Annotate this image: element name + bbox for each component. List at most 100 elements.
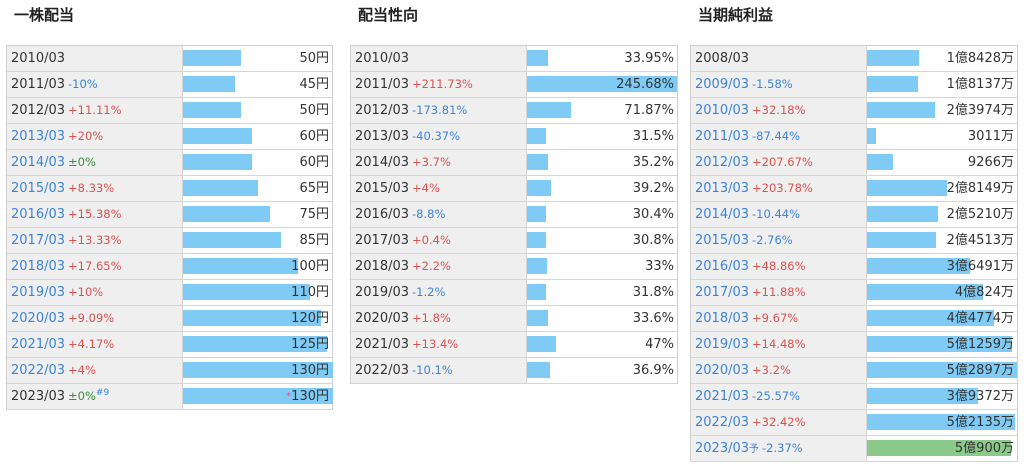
fiscal-year[interactable]: 2019/03 — [11, 285, 66, 300]
value-text: 75円 — [299, 207, 329, 222]
row-label: 2011/03 -87.44% — [691, 124, 867, 149]
value-text: 4億824万 — [954, 285, 1014, 300]
row-value: 5億2897万 — [947, 358, 1014, 383]
row-label: 2018/03 +17.65% — [7, 254, 183, 279]
value-bar — [527, 206, 546, 222]
row-label: 2020/03 +3.2% — [691, 358, 867, 383]
table-row: 2016/03 +48.86% 3億6491万 — [691, 254, 1017, 280]
value-text: 31.5% — [632, 129, 674, 144]
value-bar — [867, 154, 893, 170]
value-bar — [527, 50, 548, 66]
table-row: 2019/03 +10% 110円 — [7, 280, 332, 306]
table-row: 2010/03 50円 — [7, 46, 332, 72]
table-row: 2015/03 +8.33% 65円 — [7, 176, 332, 202]
row-value: 33% — [645, 254, 674, 279]
fiscal-year: 2021/03 — [355, 337, 410, 352]
fiscal-year[interactable]: 2017/03 — [695, 285, 750, 300]
value-text: 50円 — [299, 51, 329, 66]
fiscal-year: 2011/03 — [355, 77, 410, 92]
fiscal-year: 2011/03 — [11, 77, 66, 92]
value-text: 5億2135万 — [946, 415, 1014, 430]
value-bar — [527, 258, 547, 274]
row-value: 50円 — [299, 98, 329, 123]
fiscal-year[interactable]: 2019/03 — [695, 337, 750, 352]
fiscal-year[interactable]: 2013/03 — [695, 181, 750, 196]
change-rate: +32.18% — [752, 103, 806, 117]
value-bar — [867, 50, 919, 66]
value-text: 4億4774万 — [946, 311, 1014, 326]
row-value: 245.68% — [616, 72, 674, 97]
value-bar — [867, 284, 983, 300]
table-row: 2016/03 +15.38% 75円 — [7, 202, 332, 228]
value-text: 39.2% — [632, 181, 674, 196]
change-rate: +4% — [412, 181, 440, 195]
row-value: 120円 — [291, 306, 329, 331]
fiscal-year[interactable]: 2014/03 — [11, 155, 66, 170]
table-row: 2023/03予 -2.37% 5億900万 — [691, 436, 1017, 462]
fiscal-year[interactable]: 2022/03 — [11, 363, 66, 378]
row-label: 2021/03 -25.57% — [691, 384, 867, 409]
table-row: 2022/03 -10.1% 36.9% — [351, 358, 677, 384]
value-text: 50円 — [299, 103, 329, 118]
fiscal-year: 2015/03 — [355, 181, 410, 196]
fiscal-year[interactable]: 2009/03 — [695, 77, 750, 92]
value-bar — [867, 388, 978, 404]
row-label: 2013/03 -40.37% — [351, 124, 527, 149]
value-text: 85円 — [299, 233, 329, 248]
row-label: 2010/03 — [7, 46, 183, 71]
fiscal-year[interactable]: 2022/03 — [695, 415, 750, 430]
value-text: 110円 — [291, 285, 329, 300]
change-rate: -10% — [68, 77, 98, 91]
fiscal-year[interactable]: 2016/03 — [695, 259, 750, 274]
row-label: 2013/03 +203.78% — [691, 176, 867, 201]
row-label: 2022/03 +4% — [7, 358, 183, 383]
fiscal-year: 2016/03 — [355, 207, 410, 222]
fiscal-year[interactable]: 2020/03 — [11, 311, 66, 326]
fiscal-year[interactable]: 2012/03 — [695, 155, 750, 170]
row-value: 30.4% — [633, 202, 674, 227]
value-text: 33% — [645, 259, 674, 274]
fiscal-year[interactable]: 2014/03 — [695, 207, 750, 222]
table-row: 2016/03 -8.8% 30.4% — [351, 202, 677, 228]
row-value: 31.5% — [633, 124, 674, 149]
fiscal-year[interactable]: 2018/03 — [695, 311, 750, 326]
fiscal-year: 2017/03 — [355, 233, 410, 248]
fiscal-year[interactable]: 2010/03 — [695, 103, 750, 118]
row-label: 2014/03 +3.7% — [351, 150, 527, 175]
fiscal-year[interactable]: 2013/03 — [11, 129, 66, 144]
change-rate: -173.81% — [412, 103, 468, 117]
fiscal-year: 2022/03 — [355, 363, 410, 378]
value-bar — [183, 388, 333, 404]
fiscal-year[interactable]: 2016/03 — [11, 207, 66, 222]
row-label: 2016/03 +15.38% — [7, 202, 183, 227]
change-rate: +9.09% — [68, 311, 115, 325]
fiscal-year[interactable]: 2023/03 — [695, 441, 750, 456]
row-label: 2019/03 -1.2% — [351, 280, 527, 305]
fiscal-year[interactable]: 2015/03 — [11, 181, 66, 196]
value-bar — [527, 76, 677, 92]
row-value: 33.95% — [624, 46, 674, 71]
fiscal-year[interactable]: 2020/03 — [695, 363, 750, 378]
value-text: 31.8% — [632, 285, 674, 300]
row-value: 50円 — [299, 46, 329, 71]
row-value: 31.8% — [633, 280, 674, 305]
fiscal-year[interactable]: 2021/03 — [11, 337, 66, 352]
fiscal-year[interactable]: 2021/03 — [695, 389, 750, 404]
fiscal-year[interactable]: 2011/03 — [695, 129, 750, 144]
value-bar — [183, 310, 321, 326]
value-bar — [867, 362, 1017, 378]
change-rate: +17.65% — [68, 259, 122, 273]
fiscal-year: 2012/03 — [11, 103, 66, 118]
footnote-link[interactable]: #9 — [95, 388, 110, 398]
fiscal-year[interactable]: 2017/03 — [11, 233, 66, 248]
table-row: 2018/03 +9.67% 4億4774万 — [691, 306, 1017, 332]
fiscal-year[interactable]: 2015/03 — [695, 233, 750, 248]
value-bar — [867, 232, 936, 248]
row-value: 85円 — [299, 228, 329, 253]
change-rate: -10.1% — [412, 363, 453, 377]
value-bar — [183, 258, 298, 274]
table-row: 2022/03 +4% 130円 — [7, 358, 333, 384]
table-row: 2023/03 ±0%#9 *130円 — [7, 384, 333, 410]
fiscal-year[interactable]: 2018/03 — [11, 259, 66, 274]
row-value: 5億2135万 — [947, 410, 1014, 435]
